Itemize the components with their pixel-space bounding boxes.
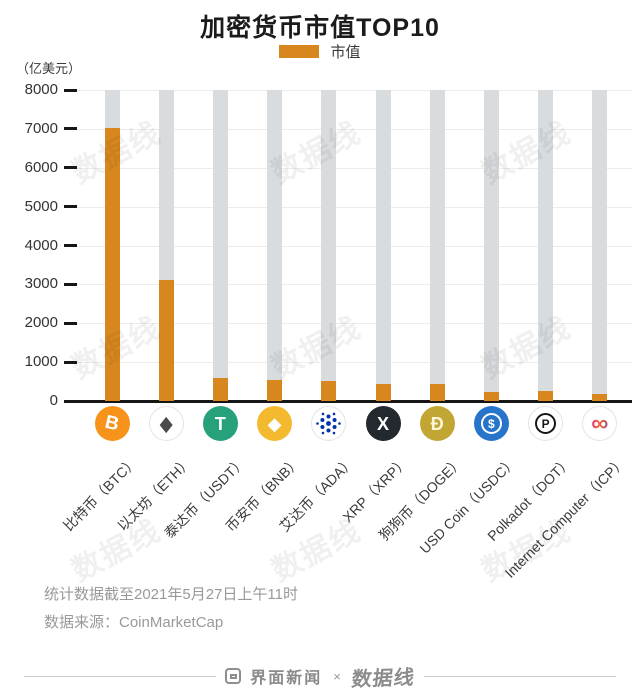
y-tick-mark bbox=[64, 166, 77, 170]
y-tick-label: 0 bbox=[49, 392, 58, 409]
y-tick-label: 3000 bbox=[24, 275, 58, 293]
y-tick-mark bbox=[64, 321, 77, 325]
y-tick-label: 1000 bbox=[24, 353, 58, 371]
jiemian-brand-text: 界面新闻 bbox=[250, 670, 323, 687]
bar-0 bbox=[104, 127, 120, 401]
bar-track bbox=[212, 90, 228, 401]
gridline bbox=[75, 362, 632, 364]
bar-track bbox=[267, 90, 283, 401]
jiemian-logo-icon bbox=[225, 668, 242, 684]
gridline bbox=[75, 245, 632, 247]
y-tick-label: 7000 bbox=[24, 119, 58, 137]
gridline bbox=[75, 206, 632, 208]
doge-icon: Ð bbox=[419, 406, 455, 441]
gridline bbox=[75, 167, 632, 169]
y-tick-label: 4000 bbox=[24, 236, 58, 254]
bar-4 bbox=[321, 380, 337, 401]
xrp-icon: X bbox=[365, 406, 401, 441]
y-tick-mark bbox=[64, 282, 77, 286]
footer: 界面新闻 × 数据线 bbox=[0, 661, 640, 691]
bar-8 bbox=[538, 391, 554, 401]
y-tick-mark bbox=[64, 205, 77, 209]
ada-icon bbox=[311, 406, 347, 441]
legend-swatch bbox=[279, 44, 320, 58]
bar-7 bbox=[483, 392, 499, 401]
footer-divider-left bbox=[24, 675, 217, 677]
bar-6 bbox=[429, 384, 445, 401]
bar-5 bbox=[375, 383, 391, 401]
bar-track bbox=[429, 90, 445, 401]
icp-icon: ∞ bbox=[582, 406, 618, 441]
btc-icon: B bbox=[94, 406, 130, 441]
y-tick-label: 8000 bbox=[24, 81, 58, 98]
gridline bbox=[75, 284, 632, 286]
bar-3 bbox=[267, 380, 283, 401]
usdc-icon: $ bbox=[473, 406, 509, 441]
footer-divider-right bbox=[423, 675, 617, 677]
gridline bbox=[75, 128, 632, 130]
bar-9 bbox=[592, 393, 608, 401]
footnote-date: 统计数据截至2021年5月27日上午11时 bbox=[44, 586, 298, 603]
y-tick-mark bbox=[64, 127, 77, 131]
bar-track bbox=[321, 90, 337, 401]
page-title: 加密货币市值TOP10 bbox=[200, 14, 440, 42]
eth-icon: ◆ bbox=[148, 406, 184, 441]
bar-track bbox=[592, 90, 608, 401]
bar-track bbox=[538, 90, 554, 401]
footnote-source: 数据来源：CoinMarketCap bbox=[44, 614, 224, 631]
bar-track bbox=[375, 90, 391, 401]
y-tick-mark bbox=[64, 88, 77, 92]
collab-x-separator: × bbox=[333, 668, 341, 684]
gridline bbox=[75, 323, 632, 325]
bar-track bbox=[483, 90, 499, 401]
usdt-icon: T bbox=[202, 406, 238, 441]
y-tick-label: 2000 bbox=[24, 314, 58, 332]
dot-icon: P bbox=[528, 406, 564, 441]
y-tick-mark bbox=[64, 360, 77, 364]
y-tick-mark bbox=[64, 244, 77, 247]
bar-1 bbox=[158, 280, 174, 401]
bnb-icon: ◆ bbox=[257, 406, 293, 441]
y-tick-label: 6000 bbox=[24, 158, 58, 176]
x-axis-label: USD Coin（USDC） bbox=[416, 453, 521, 557]
bar-2 bbox=[212, 377, 228, 401]
x-axis-line bbox=[66, 400, 632, 403]
legend-label: 市值 bbox=[330, 43, 361, 61]
legend: 市值 bbox=[0, 43, 640, 61]
datline-logo-text: 数据线 bbox=[350, 666, 416, 691]
gridline bbox=[75, 90, 632, 91]
y-tick-label: 5000 bbox=[24, 197, 58, 215]
y-axis-unit-label: （亿美元） bbox=[16, 61, 82, 76]
